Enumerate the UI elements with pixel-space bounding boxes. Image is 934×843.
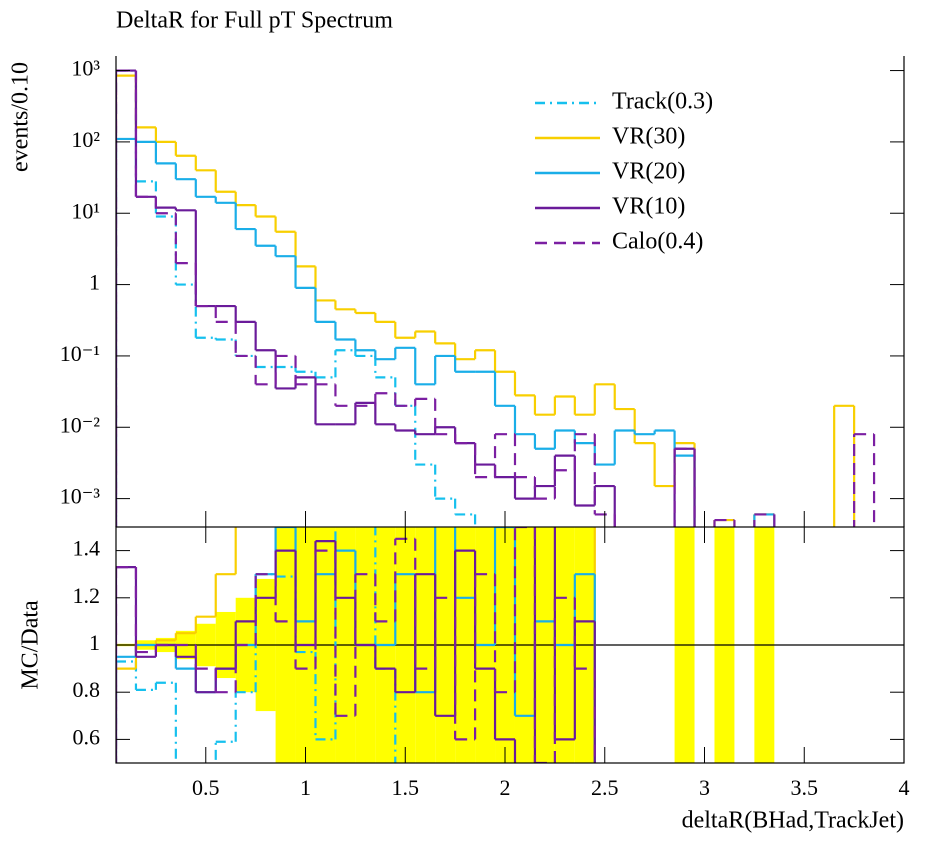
- y-tick-label: 1: [89, 270, 100, 295]
- legend-label: VR(30): [612, 124, 685, 150]
- y-tick-label: 10²: [71, 127, 100, 152]
- x-tick-label: 3.5: [791, 775, 819, 800]
- x-tick-label: 1.5: [392, 775, 420, 800]
- ratio-plot: [116, 527, 904, 763]
- x-axis-label: deltaR(BHad,TrackJet): [682, 808, 904, 834]
- data-band: [534, 527, 555, 763]
- legend-label: Track(0.3): [612, 89, 713, 115]
- y-tick-label: 10³: [71, 56, 100, 81]
- x-tick-label: 4: [899, 775, 910, 800]
- y-tick-label: 10⁻¹: [60, 341, 100, 366]
- legend-label: VR(10): [612, 194, 685, 220]
- data-band: [455, 527, 476, 763]
- data-band: [554, 527, 575, 763]
- y-tick-label: 10¹: [71, 198, 100, 223]
- y-tick-label: 1.4: [73, 536, 101, 561]
- data-band: [674, 527, 695, 763]
- upper-plot: [116, 69, 876, 527]
- chart-title: DeltaR for Full pT Spectrum: [116, 8, 393, 34]
- data-band: [315, 527, 336, 763]
- y-tick-label: 10⁻³: [60, 484, 101, 509]
- y-tick-label: 0.8: [73, 677, 101, 702]
- x-tick-label: 1: [300, 775, 311, 800]
- data-band: [754, 527, 775, 763]
- data-band: [335, 527, 356, 763]
- data-band: [435, 527, 456, 763]
- y-axis-label: events/0.10: [8, 62, 34, 172]
- y-tick-label: 0.6: [73, 724, 101, 749]
- x-tick-label: 2.5: [591, 775, 619, 800]
- y-axis-label: MC/Data: [18, 600, 44, 690]
- data-band: [475, 527, 496, 763]
- y-tick-label: 10⁻²: [60, 412, 101, 437]
- legend-label: VR(20): [612, 159, 685, 185]
- x-tick-label: 3: [699, 775, 710, 800]
- legend-label: Calo(0.4): [612, 229, 703, 255]
- y-tick-label: 1.2: [73, 583, 101, 608]
- data-band: [514, 527, 535, 763]
- data-band: [714, 527, 735, 763]
- data-band: [275, 527, 296, 763]
- y-tick-label: 1: [89, 630, 100, 655]
- axes: 10³ 10² 10¹ 1 10⁻¹ 10⁻² 10⁻³ 0.6 0.8 1 1.2 1.4 0.5 1 1…: [60, 56, 910, 800]
- x-tick-label: 2: [500, 775, 511, 800]
- data-band: [355, 527, 376, 763]
- x-tick-label: 0.5: [192, 775, 220, 800]
